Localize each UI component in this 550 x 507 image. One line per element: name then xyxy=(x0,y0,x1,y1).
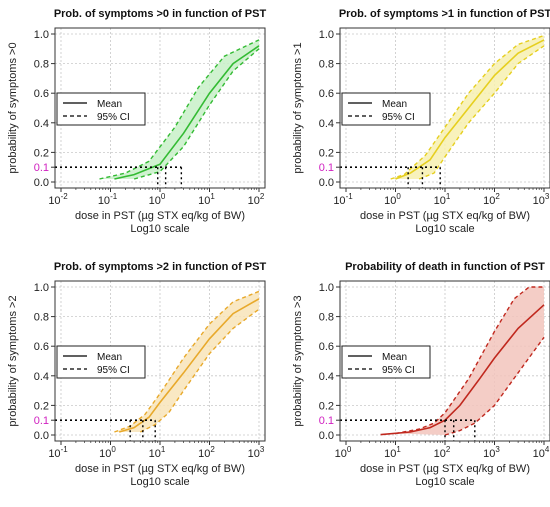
ci-line xyxy=(395,286,544,435)
y-tick-label: 0.2 xyxy=(34,147,49,159)
x-tick-label: 100 xyxy=(384,192,401,207)
y-tick-label: 0.2 xyxy=(34,400,49,412)
mean-line xyxy=(118,298,260,433)
y-tick-label: 0.4 xyxy=(34,118,49,130)
ci-line xyxy=(133,48,260,180)
y-tick-label: 0.0 xyxy=(319,430,334,442)
legend-label-mean: Mean xyxy=(382,352,407,363)
chart-panel: Prob. of symptoms >1 in function of PST 0… xyxy=(292,8,550,235)
x-axis-sublabel: Log10 scale xyxy=(130,476,189,488)
x-tick-label: 102 xyxy=(198,445,215,460)
y-tick-label: 0.0 xyxy=(319,177,334,189)
chart-title: Prob. of symptoms >0 in function of PST xyxy=(54,8,267,20)
y-tick-label: 0.2 xyxy=(319,147,334,159)
y-tick-label: 0.4 xyxy=(34,371,49,383)
y-tick-label: 0.8 xyxy=(319,312,334,324)
x-axis-sublabel: Log10 scale xyxy=(415,476,474,488)
chart-title: Probability of death in function of PST xyxy=(345,261,545,273)
x-tick-label: 104 xyxy=(533,445,550,460)
x-tick-label: 103 xyxy=(248,445,265,460)
y-tick-label: 1.0 xyxy=(34,29,49,41)
legend-box xyxy=(341,345,431,379)
y-tick-label: 1.0 xyxy=(319,29,334,41)
x-axis-sublabel: Log10 scale xyxy=(130,223,189,235)
chart-panel: Prob. of symptoms >0 in function of PST 0… xyxy=(7,8,266,235)
legend-label-mean: Mean xyxy=(97,352,122,363)
x-tick-label: 103 xyxy=(533,192,550,207)
y-tick-label: 0.2 xyxy=(319,400,334,412)
x-axis-sublabel: Log10 scale xyxy=(415,223,474,235)
x-tick-label: 101 xyxy=(384,445,401,460)
legend-label-ci: 95% CI xyxy=(382,112,415,123)
x-tick-label: 100 xyxy=(99,445,116,460)
legend-label-ci: 95% CI xyxy=(382,365,415,376)
y-tick-label: 0.0 xyxy=(34,177,49,189)
x-tick-label: 10-1 xyxy=(48,445,68,460)
chart-title: Prob. of symptoms >1 in function of PST xyxy=(339,8,550,20)
x-tick-label: 101 xyxy=(434,192,451,207)
y-tick-label-highlight: 0.1 xyxy=(34,162,49,174)
y-axis-label: probability of symptoms >1 xyxy=(292,42,304,173)
ci-band xyxy=(114,291,260,433)
y-axis-label: probability of symptoms >0 xyxy=(7,42,19,173)
x-tick-label: 101 xyxy=(198,192,215,207)
legend-box xyxy=(56,92,146,126)
y-tick-label: 1.0 xyxy=(319,282,334,294)
y-tick-label: 0.6 xyxy=(319,88,334,100)
ci-line xyxy=(444,336,545,436)
y-tick-label-highlight: 0.1 xyxy=(319,162,334,174)
y-tick-label: 0.4 xyxy=(319,371,334,383)
y-axis-label: probability of symptoms >3 xyxy=(292,295,304,426)
ci-line xyxy=(99,39,260,180)
x-tick-label: 102 xyxy=(248,192,265,207)
ci-line xyxy=(390,34,545,180)
y-tick-label: 0.0 xyxy=(34,430,49,442)
x-axis-label: dose in PST (µg STX eq/kg of BW) xyxy=(360,210,530,222)
legend-label-mean: Mean xyxy=(97,99,122,110)
mean-line xyxy=(380,304,545,436)
x-axis-label: dose in PST (µg STX eq/kg of BW) xyxy=(360,463,530,475)
legend-box xyxy=(341,92,431,126)
mean-line xyxy=(395,39,545,180)
x-tick-label: 100 xyxy=(149,192,166,207)
y-tick-label: 0.8 xyxy=(34,59,49,71)
x-tick-label: 102 xyxy=(483,192,500,207)
y-tick-label: 0.6 xyxy=(34,88,49,100)
y-tick-label: 0.8 xyxy=(34,312,49,324)
y-tick-label: 0.6 xyxy=(34,341,49,353)
ci-band xyxy=(99,39,259,180)
legend-label-mean: Mean xyxy=(382,99,407,110)
chart-panel: Probability of death in function of PST 0… xyxy=(292,261,550,488)
y-tick-label: 0.8 xyxy=(319,59,334,71)
chart-title: Prob. of symptoms >2 in function of PST xyxy=(54,261,267,273)
y-tick-label: 1.0 xyxy=(34,282,49,294)
x-tick-label: 103 xyxy=(483,445,500,460)
y-tick-label-highlight: 0.1 xyxy=(319,415,334,427)
y-axis-label: probability of symptoms >2 xyxy=(7,295,19,426)
x-tick-label: 102 xyxy=(434,445,451,460)
legend-label-ci: 95% CI xyxy=(97,112,130,123)
ci-line xyxy=(139,308,260,433)
x-tick-label: 101 xyxy=(149,445,166,460)
y-tick-label: 0.4 xyxy=(319,118,334,130)
ci-band xyxy=(395,287,544,435)
x-tick-label: 10-2 xyxy=(48,192,68,207)
x-axis-label: dose in PST (µg STX eq/kg of BW) xyxy=(75,210,245,222)
chart-panel: Prob. of symptoms >2 in function of PST 0… xyxy=(7,261,266,488)
legend-box xyxy=(56,345,146,379)
ci-band xyxy=(390,35,544,180)
ci-line xyxy=(418,45,545,180)
y-tick-label-highlight: 0.1 xyxy=(34,415,49,427)
x-axis-label: dose in PST (µg STX eq/kg of BW) xyxy=(75,463,245,475)
x-tick-label: 100 xyxy=(335,445,352,460)
legend-label-ci: 95% CI xyxy=(97,365,130,376)
x-tick-label: 10-1 xyxy=(333,192,353,207)
x-tick-label: 10-1 xyxy=(98,192,118,207)
y-tick-label: 0.6 xyxy=(319,341,334,353)
mean-line xyxy=(114,45,260,180)
